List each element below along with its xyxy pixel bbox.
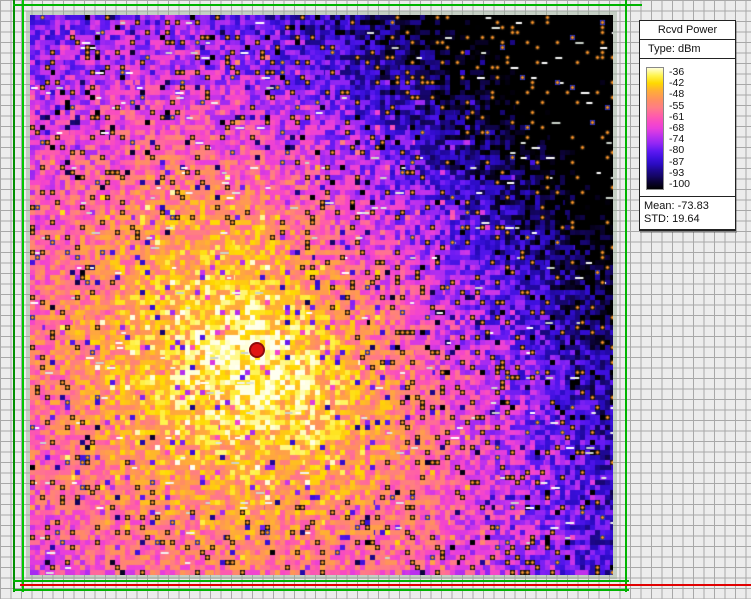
transmitter-dot[interactable] [249,342,265,358]
colorbar-tick-labels: -36 -42 -48 -55 -61 -68 -74 -80 -87 -93 -100 [669,67,690,190]
guide-line-horizontal-top[interactable] [13,4,642,6]
legend-title: Rcvd Power [640,21,735,40]
guide-line-vertical-left-inner[interactable] [22,0,24,592]
colorbar-tick-label: -80 [669,144,685,157]
colorbar-tick-label: -74 [669,133,685,146]
colorbar-tick-label: -55 [669,99,685,112]
colorbar-tick-label: -100 [669,177,691,190]
guide-line-horizontal-bottom-lower[interactable] [13,589,629,591]
colorbar-tick-label: -61 [669,110,685,123]
guide-line-vertical-left-outer[interactable] [13,0,15,592]
baseline-red-line[interactable] [20,584,751,586]
colorbar-tick-label: -36 [669,66,685,78]
legend-type-label: Type: dBm [640,40,735,59]
colorbar-tick-label: -87 [669,155,685,168]
std-value: STD: 19.64 [644,213,700,225]
colorbar-tick-label: -93 [669,166,685,179]
legend-stats: Mean: -73.83 STD: 19.64 [640,197,735,230]
guide-line-vertical-right[interactable] [625,0,627,592]
mean-value: Mean: -73.83 [644,200,709,212]
legend-panel[interactable]: Rcvd Power Type: dBm -36 -42 -48 -55 -61 -68-… [639,20,736,231]
guide-line-horizontal-bottom-upper[interactable] [13,580,629,582]
received-power-heatmap-canvas[interactable] [30,15,613,575]
colorbar [646,67,664,190]
legend-colorbar-section: -36 -42 -48 -55 -61 -68 -74 -80 -87 -93 -100 [640,59,735,197]
colorbar-tick-label: -48 [669,88,685,101]
colorbar-tick-label: -42 [669,77,685,90]
colorbar-tick-label: -68 [669,121,685,134]
